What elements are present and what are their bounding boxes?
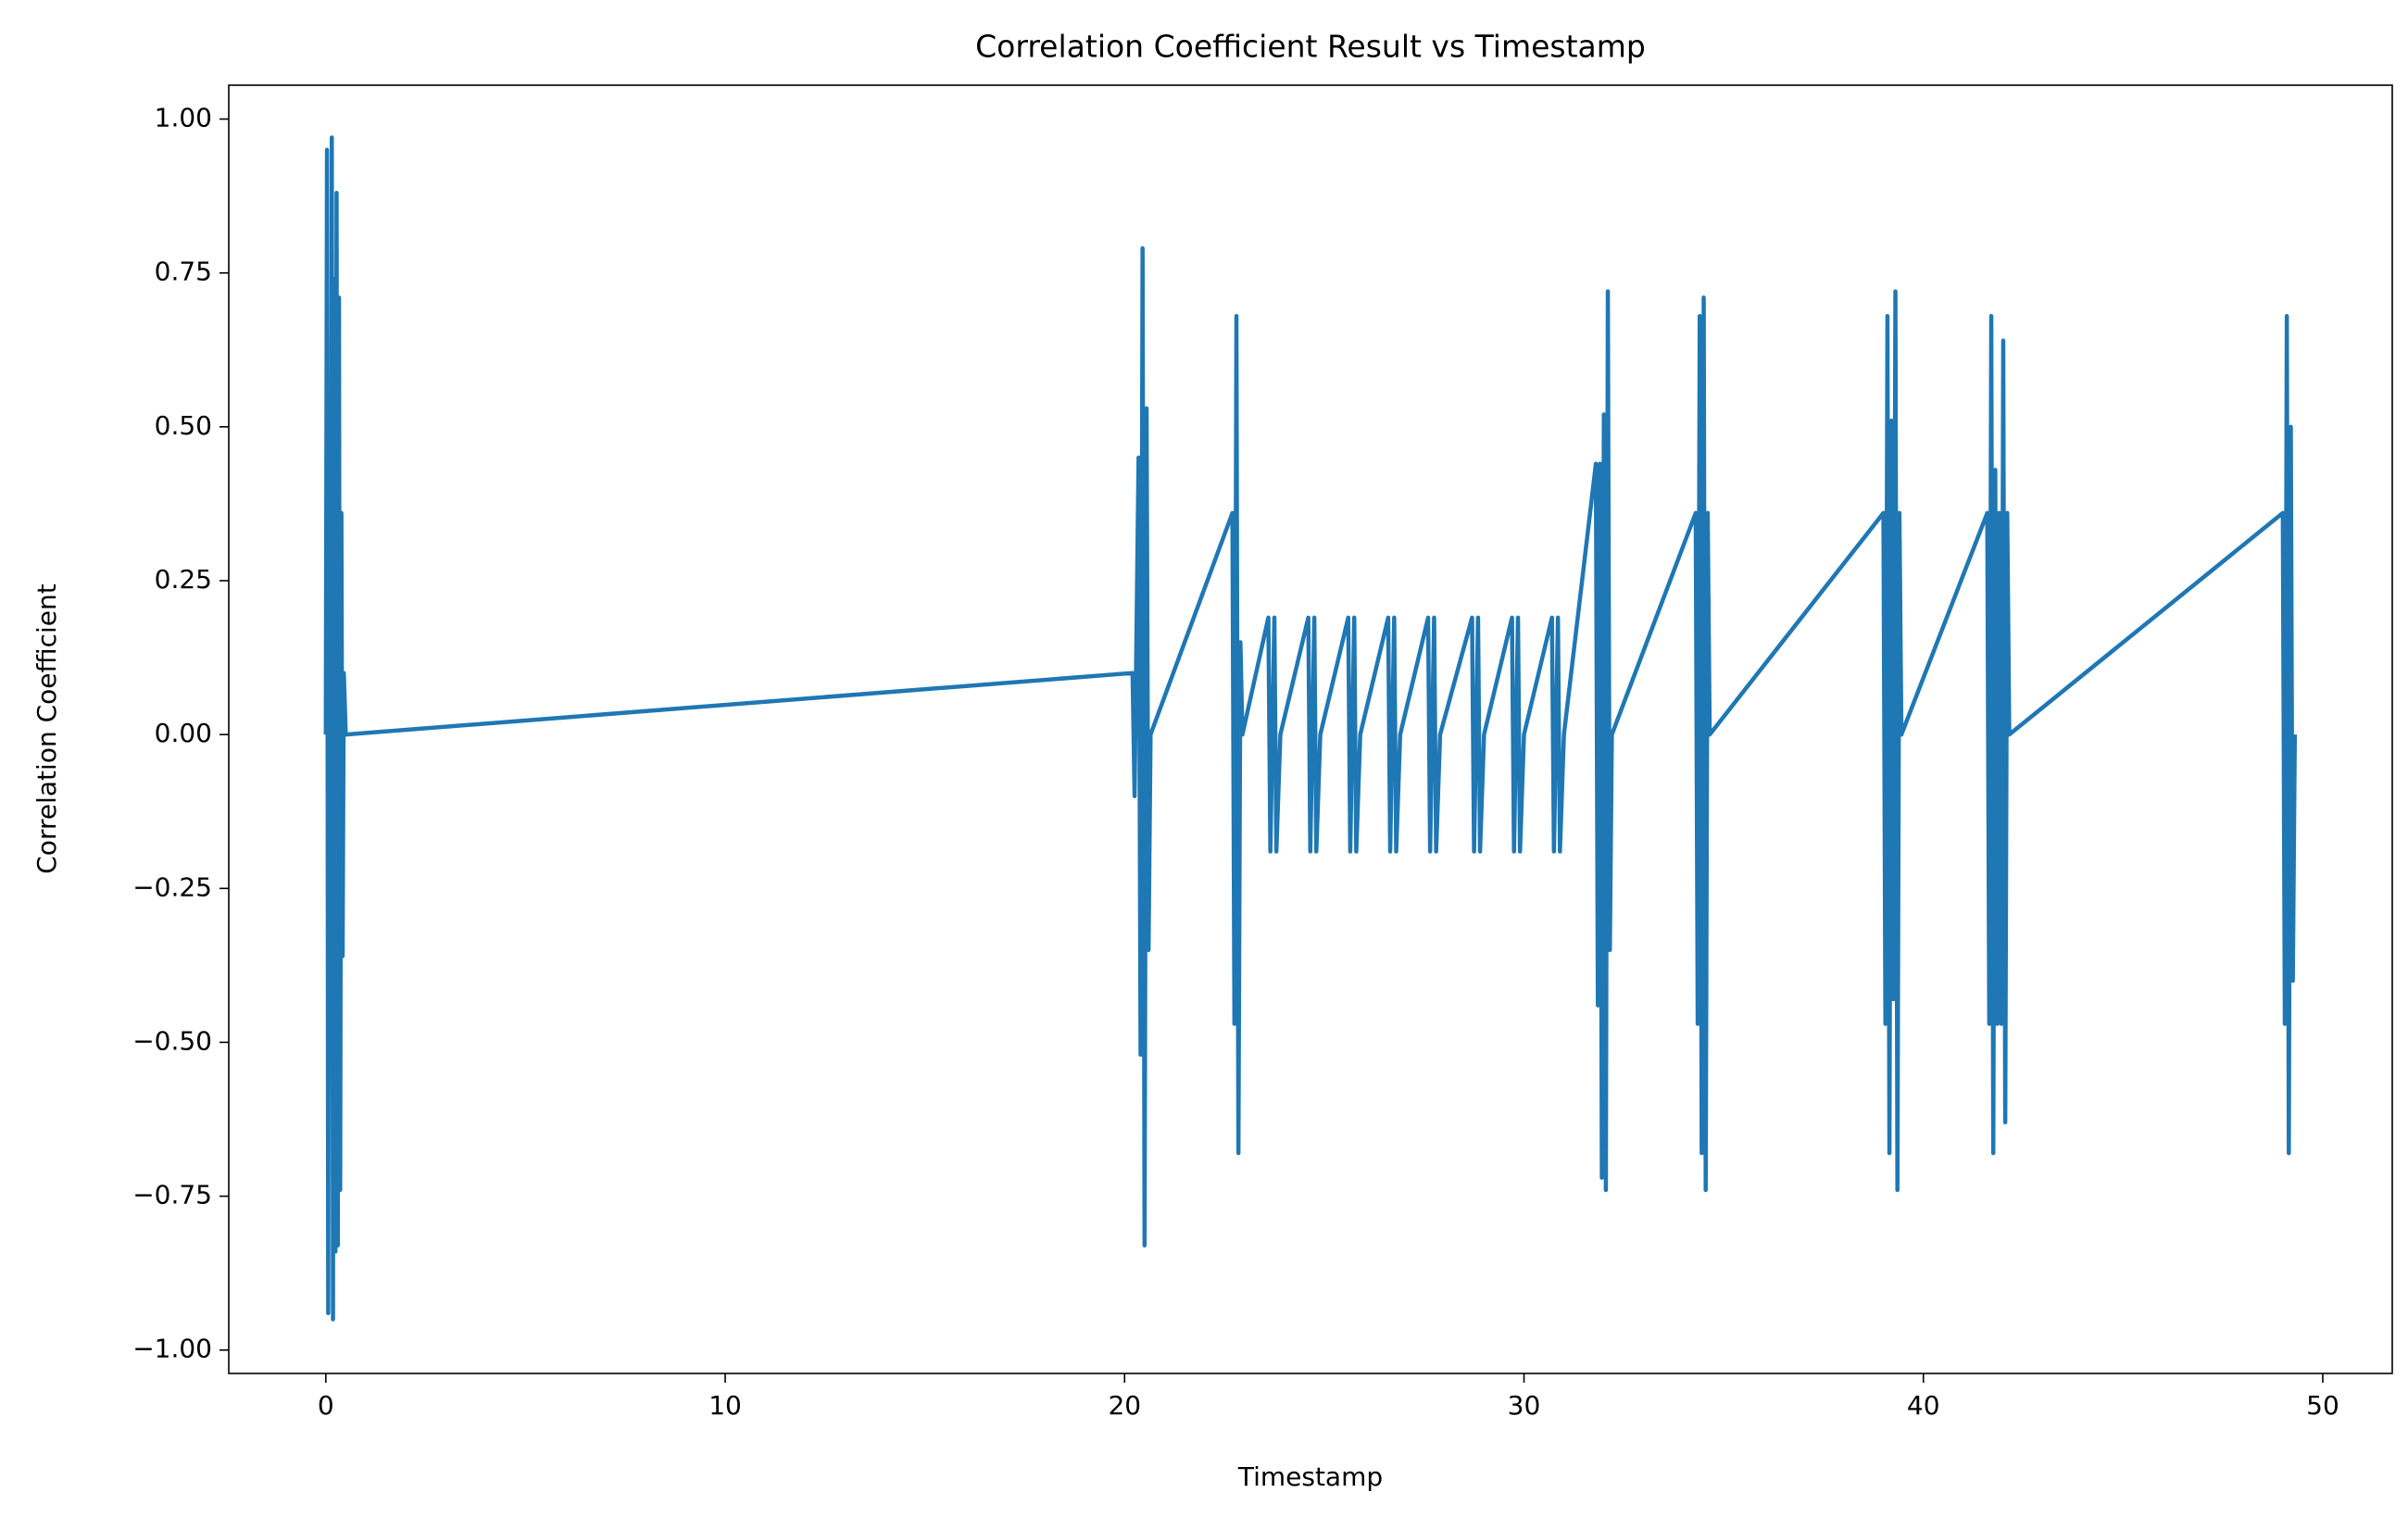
y-tick-label: 0.50 — [155, 410, 212, 441]
x-tick-label: 20 — [1108, 1390, 1141, 1421]
chart-title: Correlation Coefficient Result vs Timest… — [975, 29, 1646, 65]
y-tick-label: −0.25 — [132, 871, 212, 902]
y-tick-label: 0.00 — [155, 718, 212, 748]
y-tick-label: 1.00 — [155, 103, 212, 133]
x-axis-label: Timestamp — [1237, 1461, 1383, 1492]
y-tick-label: −0.75 — [132, 1180, 212, 1210]
y-tick-label: −1.00 — [132, 1334, 212, 1364]
x-tick-label: 10 — [709, 1390, 742, 1421]
y-axis-label: Correlation Coefficient — [31, 583, 62, 873]
x-tick-label: 40 — [1907, 1390, 1940, 1421]
data-line — [323, 135, 2298, 1322]
x-tick-label: 30 — [1508, 1390, 1541, 1421]
y-tick-label: −0.50 — [132, 1025, 212, 1056]
x-tick-label: 50 — [2306, 1390, 2339, 1421]
axes-frame — [228, 84, 2393, 1374]
y-tick-label: 0.25 — [155, 564, 212, 595]
y-tick-label: 0.75 — [155, 257, 212, 287]
x-tick-label: 0 — [318, 1390, 334, 1421]
